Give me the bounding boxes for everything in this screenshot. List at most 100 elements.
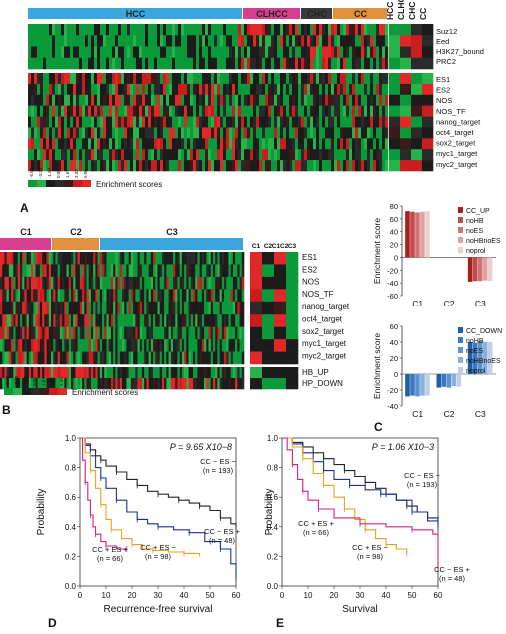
heatmap-cell: [130, 127, 134, 139]
heatmap-cell: [186, 314, 189, 327]
legend-label: CC_DOWN: [466, 328, 502, 335]
y-tick-label: 0.6: [65, 493, 77, 502]
heatmap-cell: [124, 314, 127, 327]
heatmap-cell: [376, 57, 380, 70]
heatmap-cell: [277, 46, 281, 59]
heatmap-cell: [46, 94, 50, 106]
heatmap-cell: [358, 57, 362, 70]
heatmap-cell: [295, 127, 299, 139]
heatmap-cell: [22, 351, 25, 365]
heatmap-cell: [117, 378, 121, 390]
heatmap-cell: [124, 301, 127, 315]
heatmap-cell: [229, 94, 233, 106]
heatmap-cell: [99, 276, 103, 290]
heatmap-cell: [226, 252, 229, 265]
heatmap-cell: [75, 301, 78, 315]
heatmap-cell: [154, 105, 158, 117]
row-label-b: ES2: [302, 265, 318, 274]
heatmap-cell: [97, 289, 101, 303]
heatmap-cell: [64, 73, 68, 85]
heatmap-cell: [163, 160, 167, 172]
heatmap-cell: [340, 35, 344, 47]
heatmap-cell: [295, 138, 299, 150]
heatmap-cell: [358, 127, 362, 139]
heatmap-cell: [226, 73, 230, 85]
heatmap-cell: [175, 314, 178, 327]
heatmap-cell: [237, 276, 240, 290]
heatmap-cell: [42, 289, 45, 303]
heatmap-cell: [172, 46, 176, 59]
heatmap-cell: [229, 83, 233, 96]
heatmap-cell: [217, 351, 220, 365]
heatmap-cell: [4, 367, 7, 379]
heatmap-cell: [67, 149, 71, 161]
heatmap-cell: [244, 138, 248, 150]
heatmap-cell: [215, 276, 218, 290]
heatmap-cell: [122, 378, 125, 390]
heatmap-cell: [90, 289, 94, 303]
heatmap-cell: [310, 149, 314, 161]
heatmap-cell: [93, 314, 96, 327]
heatmap-cell: [91, 138, 95, 150]
heatmap-cell: [4, 339, 7, 352]
heatmap-cell: [286, 138, 290, 150]
heatmap-cell: [106, 24, 110, 36]
heatmap-cell: [99, 289, 103, 303]
heatmap-cell: [274, 301, 287, 315]
heatmap-cell: [43, 83, 47, 96]
heatmap-cell: [161, 276, 165, 290]
heatmap-cell: [31, 94, 35, 106]
heatmap-cell: [146, 326, 149, 340]
heatmap-cell: [316, 83, 320, 96]
heatmap-cell: [280, 149, 284, 161]
scale-swatch: [46, 180, 55, 187]
heatmap-cell: [57, 264, 61, 278]
heatmap-cell: [135, 276, 138, 290]
bar: [446, 374, 452, 388]
heatmap-cell: [237, 252, 240, 265]
heatmap-cell: [199, 127, 203, 139]
heatmap-cell: [90, 351, 94, 365]
heatmap-cell: [73, 378, 76, 390]
heatmap-cell: [232, 289, 236, 303]
heatmap-cell: [307, 160, 311, 172]
heatmap-cell: [109, 94, 113, 106]
heatmap-cell: [53, 301, 56, 315]
heatmap-cell: [298, 57, 302, 70]
heatmap-cell: [117, 252, 121, 265]
heatmap-cell: [184, 105, 188, 117]
heatmap-cell: [376, 105, 380, 117]
heatmap-cell: [112, 24, 116, 36]
heatmap-cell: [61, 160, 65, 172]
heatmap-cell: [133, 314, 136, 327]
heatmap-cell: [328, 73, 332, 85]
heatmap-cell: [46, 73, 50, 85]
heatmap-cell: [214, 24, 218, 36]
heatmap-cell: [77, 351, 81, 365]
heatmap-cell: [104, 301, 107, 315]
heatmap-cell: [163, 127, 167, 139]
heatmap-cell: [31, 127, 35, 139]
heatmap-cell: [70, 116, 74, 128]
heatmap-cell: [190, 367, 194, 379]
heatmap-cell: [221, 289, 225, 303]
heatmap-cell: [253, 57, 257, 70]
heatmap-cell: [376, 116, 380, 128]
heatmap-cell: [241, 94, 245, 106]
heatmap-cell: [115, 105, 119, 117]
heatmap-cell: [355, 149, 359, 161]
heatmap-cell: [319, 160, 323, 172]
heatmap-cell: [95, 264, 98, 278]
heatmap-cell: [62, 301, 65, 315]
heatmap-cell: [211, 149, 215, 161]
heatmap-cell: [139, 378, 143, 390]
heatmap-cell: [139, 24, 143, 36]
heatmap-cell: [115, 24, 119, 36]
heatmap-cell: [319, 105, 323, 117]
heatmap-cell: [361, 127, 365, 139]
heatmap-cell: [201, 301, 205, 315]
heatmap-cell: [61, 57, 65, 70]
heatmap-cell: [352, 83, 356, 96]
heatmap-cell: [130, 378, 134, 390]
heatmap-cell: [59, 339, 63, 352]
